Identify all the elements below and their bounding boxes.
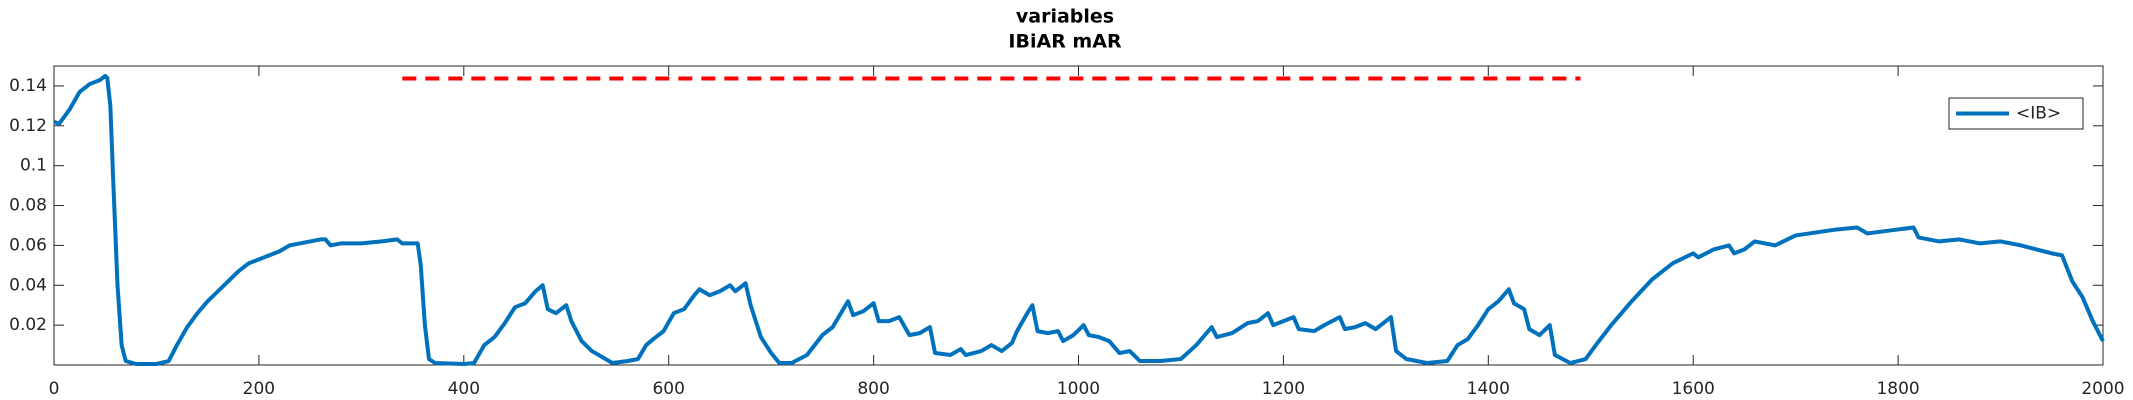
plot-area — [53, 65, 2104, 366]
x-tick-label: 800 — [857, 379, 889, 399]
x-tick-label: 600 — [652, 379, 684, 399]
x-tick-label: 1000 — [1057, 379, 1100, 399]
y-tick-label: 0.06 — [9, 235, 47, 255]
x-tick-label: 1400 — [1467, 379, 1510, 399]
y-tick-label: 0.1 — [20, 156, 47, 176]
y-tick-label: 0.14 — [9, 76, 47, 96]
x-tick-label: 0 — [49, 379, 60, 399]
x-tick-label: 1600 — [1672, 379, 1715, 399]
data-line — [53, 73, 2105, 366]
x-tick-label: 400 — [448, 379, 480, 399]
x-tick-label: 1800 — [1876, 379, 1919, 399]
y-tick-label: 0.02 — [9, 315, 47, 335]
x-tick-label: 200 — [243, 379, 275, 399]
y-tick-label: 0.12 — [9, 116, 47, 136]
chart-title: variables — [1016, 6, 1114, 28]
y-tick-label: 0.08 — [9, 196, 47, 216]
chart-subtitle: IBiAR mAR — [1008, 31, 1122, 53]
x-tick-label: 2000 — [2081, 379, 2124, 399]
x-tick-label: 1200 — [1262, 379, 1305, 399]
legend-label: <IB> — [2016, 104, 2061, 124]
y-tick-label: 0.04 — [9, 275, 47, 295]
